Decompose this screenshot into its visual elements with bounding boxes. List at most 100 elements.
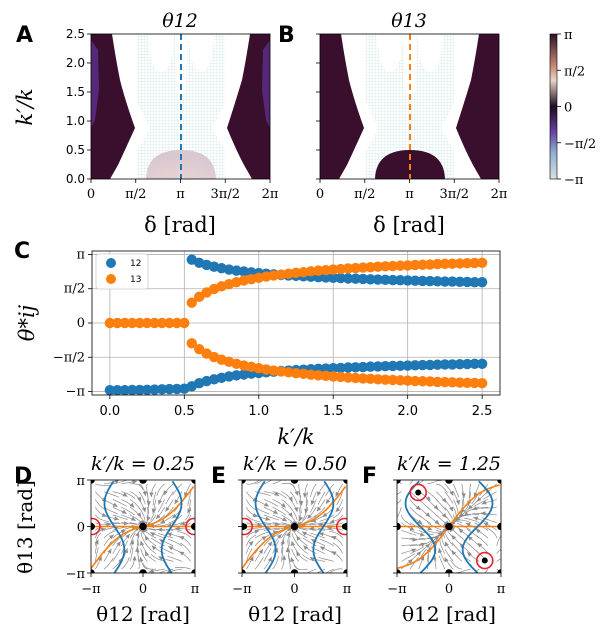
stream-line xyxy=(444,549,454,562)
panel-d-y-ticks: π 0 −π xyxy=(66,474,91,582)
series-13-point xyxy=(447,258,458,269)
stream-arrow xyxy=(108,534,114,540)
stream-line xyxy=(121,522,138,525)
series-12-point xyxy=(432,359,443,370)
x-tick-label: 3π/2 xyxy=(440,187,469,202)
series-13-point xyxy=(372,261,384,272)
stream-line xyxy=(287,539,291,554)
panel-letter-c: C xyxy=(14,239,30,264)
y-tick-label: −π xyxy=(66,385,86,400)
stream-line xyxy=(332,506,343,519)
fixed-point xyxy=(497,522,501,531)
series-12-point xyxy=(328,272,339,284)
stream-line xyxy=(138,506,146,521)
fixed-point xyxy=(139,522,147,531)
stream-arrow xyxy=(304,508,309,514)
y-tick-label: 2.5 xyxy=(66,27,85,41)
series-12-point xyxy=(424,359,436,371)
stream-line xyxy=(103,506,119,515)
stream-line xyxy=(309,522,326,526)
series-12-point xyxy=(387,274,398,286)
series-13-point xyxy=(380,374,391,385)
x-tick-label: −π xyxy=(387,582,407,597)
stream-arrow xyxy=(434,519,440,525)
stream-arrow xyxy=(114,480,120,484)
stream-line xyxy=(165,491,174,505)
stream-arrow xyxy=(100,527,106,532)
series-13-point xyxy=(141,317,153,329)
stream-line xyxy=(427,480,439,485)
stream-line xyxy=(418,480,424,485)
stream-arrow xyxy=(160,519,166,524)
series-12-point xyxy=(104,385,116,396)
stream-line xyxy=(187,491,192,506)
fixed-point xyxy=(290,522,299,531)
stream-line xyxy=(150,554,165,562)
colorbar: π π/2 0 −π/2 −π xyxy=(549,28,596,188)
stream-arrow xyxy=(179,551,185,556)
legend-marker-13 xyxy=(106,274,116,284)
stream-line xyxy=(272,522,289,526)
stable-point xyxy=(242,523,248,530)
panel-c-y-ticks: π π/2 0 −π/2 −π xyxy=(53,247,92,400)
stream-arrow xyxy=(476,497,482,502)
stream-line xyxy=(272,506,287,516)
series-13-point xyxy=(365,261,376,273)
series-13-point xyxy=(447,377,458,388)
colorbar-gradient xyxy=(549,33,558,180)
stream-arrow xyxy=(387,495,392,499)
panel-letter-e: E xyxy=(211,464,226,489)
series-13-point xyxy=(469,377,480,389)
series-13-point xyxy=(476,257,488,268)
series-12-point xyxy=(432,276,443,287)
stream-arrow xyxy=(163,490,168,496)
stream-arrow xyxy=(107,548,112,554)
series-12-point xyxy=(171,383,183,395)
series-12-point xyxy=(402,360,413,371)
stable-point xyxy=(190,523,195,530)
y-tick-label: 0.5 xyxy=(66,143,85,157)
panel-letter-a: A xyxy=(16,23,33,48)
x-tick-label: 0 xyxy=(316,187,324,202)
series-12-point xyxy=(156,384,168,395)
nullcline-12 xyxy=(404,480,437,573)
panel-a-x-ticks: 0 π/2 π 3π/2 2π xyxy=(87,179,279,202)
stream-arrow xyxy=(459,512,465,518)
stream-arrow xyxy=(441,497,447,503)
stream-arrow xyxy=(149,568,154,573)
stream-arrow xyxy=(475,529,481,534)
series-12-point xyxy=(357,361,369,373)
panel-b-white-arch-left xyxy=(377,34,403,72)
x-tick-label: 2.5 xyxy=(472,404,493,419)
stream-arrow xyxy=(481,500,487,505)
panel-d-ylabel: θ13 [rad] xyxy=(13,480,37,574)
panel-b-left-dark-region xyxy=(320,34,364,179)
stream-arrow xyxy=(116,541,121,547)
panel-a-title: θ12 xyxy=(162,10,198,32)
stream-arrow xyxy=(167,532,172,537)
stream-arrow xyxy=(288,496,293,502)
stream-line xyxy=(272,480,283,485)
fixed-point xyxy=(445,522,453,531)
series-13-point xyxy=(342,372,354,383)
stream-line xyxy=(496,549,501,554)
series-13-point xyxy=(127,317,138,329)
stream-line xyxy=(246,499,257,511)
series-12-point xyxy=(372,361,384,372)
stream-line xyxy=(136,539,140,554)
panel-c-x-ticks: 0.0 0.5 1.0 1.5 2.0 2.5 xyxy=(100,395,493,419)
stream-line xyxy=(318,556,335,562)
series-12-point xyxy=(134,384,145,396)
stream-arrow xyxy=(146,516,151,522)
stream-line xyxy=(479,483,489,497)
series-12-point xyxy=(439,276,451,287)
stream-line xyxy=(496,558,501,562)
stream-line xyxy=(418,539,434,547)
stream-line xyxy=(103,557,114,570)
stream-line xyxy=(319,514,335,522)
legend-marker-12 xyxy=(106,258,116,268)
stream-line xyxy=(472,512,489,516)
y-tick-label: π xyxy=(76,247,85,262)
stream-line xyxy=(129,532,136,546)
stable-point-marker xyxy=(242,517,253,536)
